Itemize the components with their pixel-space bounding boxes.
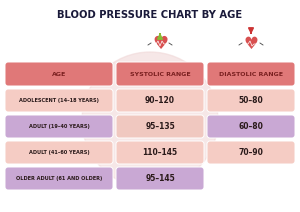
FancyBboxPatch shape (116, 167, 204, 190)
FancyBboxPatch shape (5, 167, 113, 190)
FancyBboxPatch shape (5, 141, 113, 164)
Text: OLDER ADULT (61 AND OLDER): OLDER ADULT (61 AND OLDER) (16, 176, 102, 181)
FancyBboxPatch shape (116, 115, 204, 138)
FancyBboxPatch shape (5, 89, 113, 112)
FancyBboxPatch shape (116, 89, 204, 112)
Text: 110–145: 110–145 (142, 148, 178, 157)
FancyBboxPatch shape (116, 62, 204, 86)
Text: BLOOD PRESSURE CHART BY AGE: BLOOD PRESSURE CHART BY AGE (57, 10, 243, 20)
Text: ♥: ♥ (152, 35, 168, 53)
Text: 90–120: 90–120 (145, 96, 175, 105)
Text: 95–135: 95–135 (145, 122, 175, 131)
FancyBboxPatch shape (207, 141, 295, 164)
Text: AGE: AGE (52, 71, 66, 77)
Text: 60–80: 60–80 (238, 122, 263, 131)
FancyBboxPatch shape (207, 89, 295, 112)
Text: 70–90: 70–90 (238, 148, 263, 157)
Circle shape (82, 52, 218, 188)
Text: 50–80: 50–80 (238, 96, 263, 105)
Text: ADULT (19–40 YEARS): ADULT (19–40 YEARS) (28, 124, 89, 129)
FancyBboxPatch shape (207, 62, 295, 86)
FancyBboxPatch shape (207, 115, 295, 138)
FancyBboxPatch shape (5, 115, 113, 138)
Text: SYSTOLIC RANGE: SYSTOLIC RANGE (130, 71, 190, 77)
FancyBboxPatch shape (116, 141, 204, 164)
Text: ADULT (41–60 YEARS): ADULT (41–60 YEARS) (29, 150, 89, 155)
Text: ♥: ♥ (244, 35, 258, 53)
Text: DIASTOLIC RANGE: DIASTOLIC RANGE (219, 71, 283, 77)
FancyBboxPatch shape (5, 62, 113, 86)
Text: ADOLESCENT (14–18 YEARS): ADOLESCENT (14–18 YEARS) (19, 98, 99, 103)
Text: 95–145: 95–145 (145, 174, 175, 183)
